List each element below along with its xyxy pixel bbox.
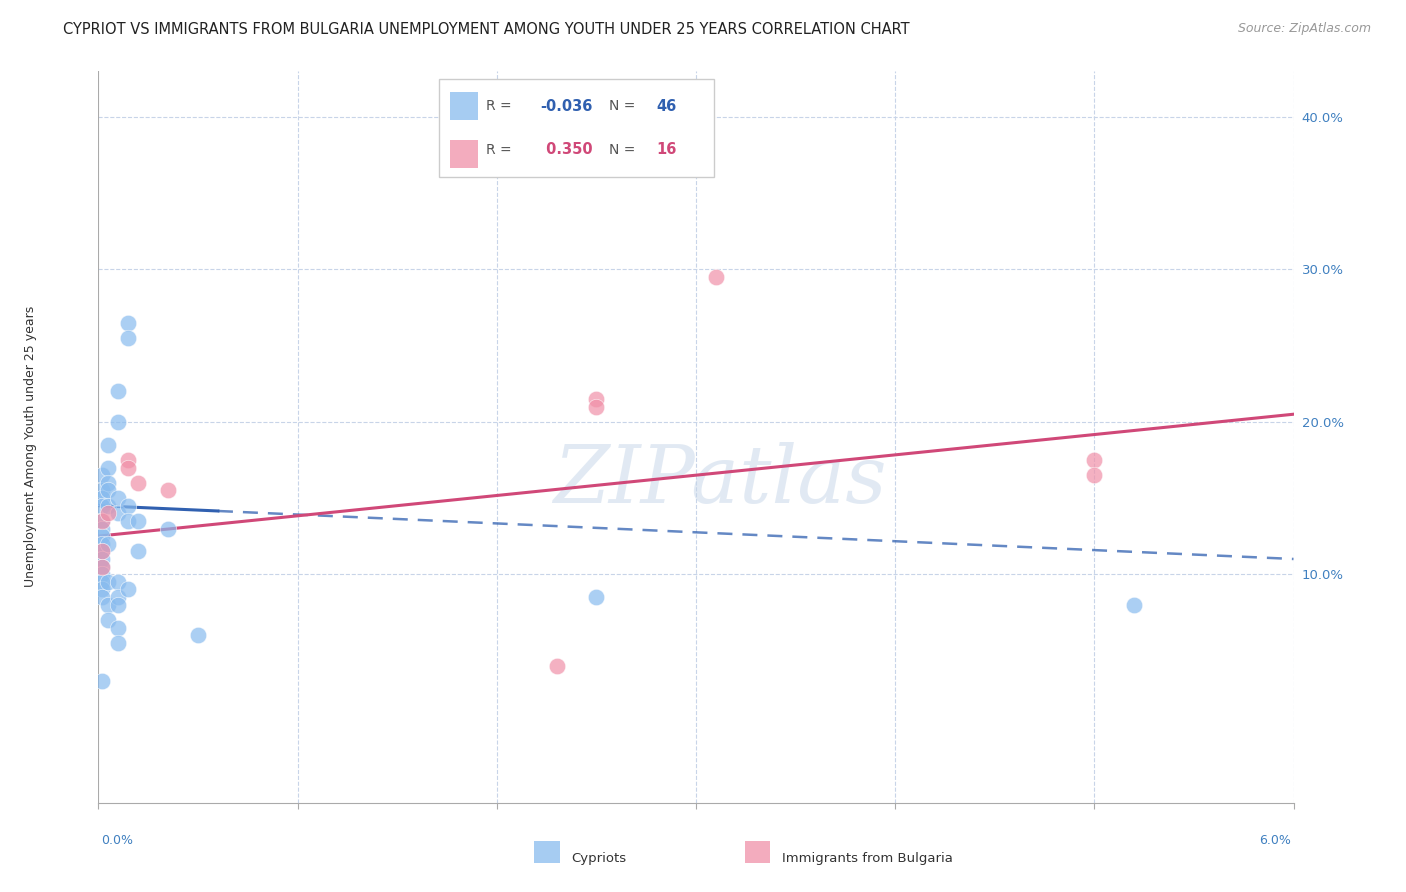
Text: 6.0%: 6.0%: [1258, 834, 1291, 847]
Point: [107, 598, 129, 612]
Point: [546, 658, 568, 673]
Text: 0.0%: 0.0%: [101, 834, 134, 847]
Point: [1083, 453, 1105, 467]
Point: [91, 559, 114, 574]
Point: [91, 574, 114, 589]
Point: [91, 529, 114, 543]
Point: [91, 514, 114, 528]
Text: Unemployment Among Youth under 25 years: Unemployment Among Youth under 25 years: [24, 305, 38, 587]
Point: [91, 582, 114, 597]
Point: [127, 475, 149, 490]
Point: [117, 582, 139, 597]
Point: [157, 483, 180, 498]
Point: [97, 438, 120, 452]
Point: [97, 506, 120, 520]
Point: [91, 673, 114, 688]
Point: [157, 521, 180, 535]
Point: [91, 499, 114, 513]
Point: [585, 392, 607, 406]
Point: [91, 567, 114, 582]
Point: [107, 415, 129, 429]
Point: [97, 613, 120, 627]
Text: CYPRIOT VS IMMIGRANTS FROM BULGARIA UNEMPLOYMENT AMONG YOUTH UNDER 25 YEARS CORR: CYPRIOT VS IMMIGRANTS FROM BULGARIA UNEM…: [63, 22, 910, 37]
Text: Immigrants from Bulgaria: Immigrants from Bulgaria: [782, 853, 953, 865]
Point: [91, 491, 114, 505]
Point: [117, 331, 139, 345]
Point: [97, 475, 120, 490]
Point: [91, 552, 114, 566]
Point: [1083, 468, 1105, 483]
Point: [127, 544, 149, 558]
Point: [91, 559, 114, 574]
Point: [585, 400, 607, 414]
Point: [117, 514, 139, 528]
Point: [117, 499, 139, 513]
Point: [127, 514, 149, 528]
Point: [97, 499, 120, 513]
Point: [1123, 598, 1146, 612]
Point: [107, 590, 129, 604]
Point: [107, 574, 129, 589]
Point: [117, 460, 139, 475]
Point: [91, 590, 114, 604]
Point: [97, 460, 120, 475]
Point: [91, 468, 114, 483]
Point: [107, 384, 129, 399]
Point: [117, 453, 139, 467]
Point: [91, 544, 114, 558]
Point: [107, 621, 129, 635]
Point: [187, 628, 209, 642]
Point: [107, 506, 129, 520]
Text: ZIPatlas: ZIPatlas: [553, 442, 887, 520]
Point: [91, 521, 114, 535]
Point: [107, 636, 129, 650]
Text: Cypriots: Cypriots: [571, 853, 626, 865]
Text: Source: ZipAtlas.com: Source: ZipAtlas.com: [1237, 22, 1371, 36]
Point: [107, 491, 129, 505]
Point: [704, 270, 727, 285]
Point: [91, 514, 114, 528]
Point: [97, 537, 120, 551]
Point: [97, 483, 120, 498]
Point: [97, 574, 120, 589]
Point: [585, 590, 607, 604]
Point: [97, 598, 120, 612]
Point: [91, 483, 114, 498]
Point: [91, 537, 114, 551]
Point: [117, 316, 139, 330]
Point: [91, 544, 114, 558]
